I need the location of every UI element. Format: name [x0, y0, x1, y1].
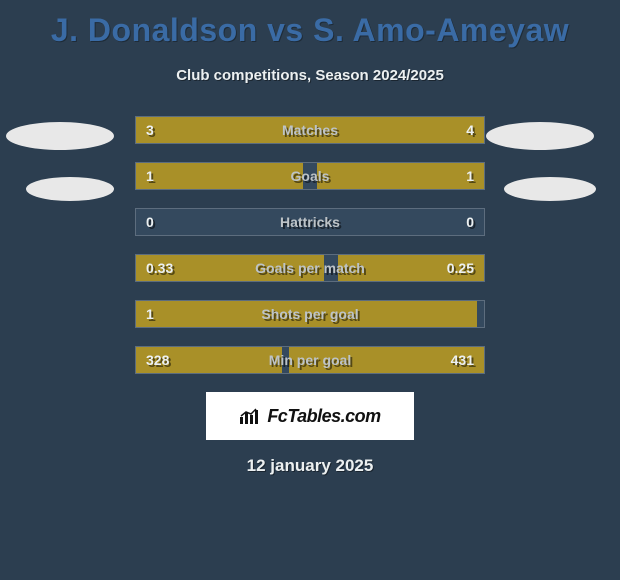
date-label: 12 january 2025	[0, 456, 620, 476]
bar-left	[136, 117, 275, 143]
decorative-ellipse	[504, 177, 596, 201]
subtitle: Club competitions, Season 2024/2025	[0, 67, 620, 84]
value-left: 0	[146, 214, 154, 230]
stat-row: 1 1 Goals	[135, 162, 485, 190]
chart-icon	[239, 407, 261, 425]
value-right: 431	[451, 352, 474, 368]
decorative-ellipse	[26, 177, 114, 201]
stat-row: 1 Shots per goal	[135, 300, 485, 328]
stat-label: Hattricks	[280, 214, 340, 230]
stat-row: 0 0 Hattricks	[135, 208, 485, 236]
stat-label: Shots per goal	[261, 306, 358, 322]
value-right: 1	[466, 168, 474, 184]
value-right: 0	[466, 214, 474, 230]
value-left: 328	[146, 352, 169, 368]
brand-text: FcTables.com	[267, 406, 380, 427]
value-right: 4	[466, 122, 474, 138]
value-left: 0.33	[146, 260, 173, 276]
bar-right	[317, 163, 484, 189]
stat-row: 328 431 Min per goal	[135, 346, 485, 374]
stat-label: Matches	[282, 122, 338, 138]
decorative-ellipse	[6, 122, 114, 150]
brand-badge: FcTables.com	[206, 392, 414, 440]
decorative-ellipse	[486, 122, 594, 150]
value-left: 1	[146, 306, 154, 322]
stat-label: Min per goal	[269, 352, 351, 368]
stat-row: 0.33 0.25 Goals per match	[135, 254, 485, 282]
page-title: J. Donaldson vs S. Amo-Ameyaw	[0, 0, 620, 49]
value-right: 0.25	[447, 260, 474, 276]
stat-row: 3 4 Matches	[135, 116, 485, 144]
comparison-chart: 3 4 Matches 1 1 Goals 0 0 Hattricks 0.33 0.25 Goals…	[0, 116, 620, 374]
stat-label: Goals per match	[255, 260, 365, 276]
value-left: 1	[146, 168, 154, 184]
bar-left	[136, 163, 303, 189]
value-left: 3	[146, 122, 154, 138]
stat-label: Goals	[291, 168, 330, 184]
